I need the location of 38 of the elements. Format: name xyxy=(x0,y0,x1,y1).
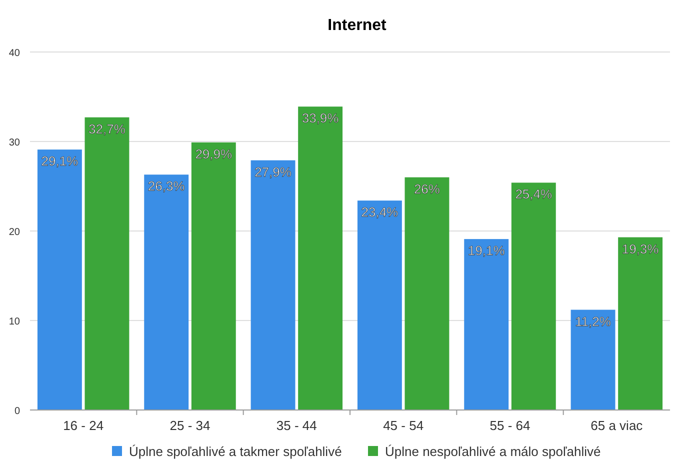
data-label: 26,3% xyxy=(148,178,186,194)
y-tick-label: 0 xyxy=(14,406,20,417)
data-label: 29,9% xyxy=(195,146,233,162)
bar xyxy=(144,174,189,410)
legend-label: Úplne nespoľahlivé a málo spoľahlivé xyxy=(385,444,601,459)
y-tick-label: 30 xyxy=(8,138,20,148)
bar xyxy=(357,200,402,410)
y-tick-label: 40 xyxy=(8,48,20,59)
x-tick-label: 16 - 24 xyxy=(63,418,104,433)
bar xyxy=(511,182,556,410)
data-label: 19,1% xyxy=(468,243,506,258)
data-label: 32,7% xyxy=(88,121,126,136)
bar xyxy=(298,106,343,410)
bar xyxy=(618,237,663,410)
bar xyxy=(37,150,82,410)
data-label: 26% xyxy=(414,181,440,196)
x-tick-label: 55 - 64 xyxy=(490,418,530,433)
data-label: 27,9% xyxy=(254,164,292,180)
bar xyxy=(250,160,296,410)
data-label: 11,2% xyxy=(575,314,612,329)
bar xyxy=(191,142,236,410)
chart-title: Internet xyxy=(328,17,388,34)
legend-label: Úplne spoľahlivé a takmer spoľahlivé xyxy=(129,444,342,459)
x-tick-label: 45 - 54 xyxy=(383,418,424,433)
y-tick-label: 20 xyxy=(8,227,20,238)
bar xyxy=(464,239,509,410)
x-tick-label: 25 - 34 xyxy=(170,418,210,433)
data-label: 25,4% xyxy=(515,186,553,202)
data-label: 23,4% xyxy=(361,204,399,220)
x-tick-label: 65 a viac xyxy=(590,418,644,433)
y-tick-label: 10 xyxy=(8,316,20,328)
bar xyxy=(570,310,616,410)
data-label: 29,1% xyxy=(41,154,79,169)
data-label: 33,9% xyxy=(302,110,340,126)
bar xyxy=(84,117,130,410)
x-tick-label: 35 - 44 xyxy=(276,418,317,433)
data-label: 19,3% xyxy=(622,241,660,256)
bar xyxy=(404,177,450,410)
